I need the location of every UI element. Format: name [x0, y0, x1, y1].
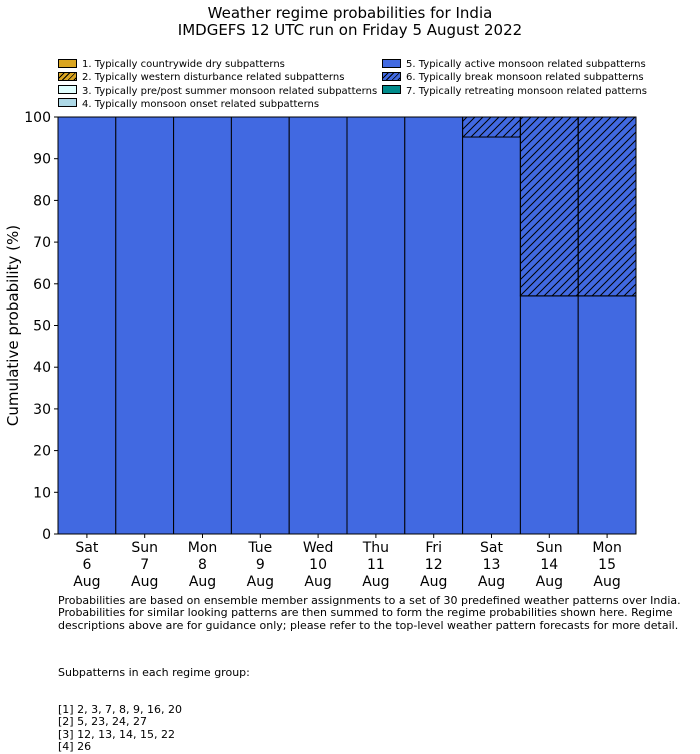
x-tick-label: Fri 12 Aug	[420, 540, 447, 590]
y-tick-label: 90	[33, 152, 51, 168]
y-tick-label: 80	[33, 193, 51, 209]
y-tick-label: 50	[33, 319, 51, 335]
legend-swatch	[58, 71, 77, 81]
legend-item: 3. Typically pre/post summer monsoon rel…	[58, 85, 377, 98]
bar-hatch	[519, 116, 579, 297]
y-tick-label: 100	[24, 110, 51, 126]
y-tick-label: 30	[33, 402, 51, 418]
x-tick-label: Wed 10 Aug	[303, 540, 334, 590]
x-tick-label: Mon 8 Aug	[188, 540, 218, 590]
subpattern-item: [4] 26	[58, 740, 92, 754]
x-tick-label: Sun 7 Aug	[131, 540, 158, 590]
y-tick-label: 70	[33, 235, 51, 251]
bar-hatch	[577, 116, 637, 297]
legend-label: 1. Typically countrywide dry subpatterns	[82, 59, 285, 70]
y-axis-label: Cumulative probability (%)	[4, 225, 22, 426]
legend-item: 1. Typically countrywide dry subpatterns	[58, 58, 285, 71]
footnote: Probabilities are based on ensemble memb…	[58, 594, 681, 632]
legend-swatch	[58, 98, 77, 108]
legend-item: 7. Typically retreating monsoon related …	[382, 85, 647, 98]
subpatterns-heading: Subpatterns in each regime group:	[58, 665, 250, 679]
legend-swatch	[382, 71, 401, 81]
legend-label: 4. Typically monsoon onset related subpa…	[82, 98, 320, 110]
x-tick-label: Sun 14 Aug	[536, 540, 563, 590]
x-tick-label: Mon 15 Aug	[592, 540, 622, 590]
y-tick-label: 60	[33, 277, 51, 293]
legend-item: 6. Typically break monsoon related subpa…	[382, 71, 644, 84]
bar-segment	[57, 116, 117, 535]
chart-title: Weather regime probabilities for India	[207, 4, 493, 22]
bar-segment	[288, 116, 348, 535]
y-tick-label: 40	[33, 360, 51, 376]
legend-item: 2. Typically western disturbance related…	[58, 71, 344, 84]
legend-swatch	[382, 85, 401, 95]
bar-segment	[230, 116, 290, 535]
legend-item: 5. Typically active monsoon related subp…	[382, 58, 646, 71]
legend-label: 2. Typically western disturbance related…	[82, 72, 345, 84]
legend-label: 3. Typically pre/post summer monsoon rel…	[82, 85, 378, 97]
bar-segment	[346, 116, 406, 535]
subpatterns-list: Subpatterns in each regime group: [1] 2,…	[58, 642, 250, 754]
legend-swatch	[382, 58, 401, 68]
bar-segment	[462, 136, 521, 535]
legend-swatch	[58, 58, 77, 68]
y-tick-label: 0	[42, 527, 51, 543]
bar-hatch	[462, 116, 521, 138]
bar-segment	[519, 295, 579, 535]
bar-segment	[577, 295, 637, 535]
legend-swatch	[58, 85, 77, 95]
subpattern-item: [2] 5, 23, 24, 27	[58, 715, 148, 729]
subpattern-item: [1] 2, 3, 7, 8, 9, 16, 20	[58, 703, 183, 717]
legend-label: 5. Typically active monsoon related subp…	[406, 59, 646, 70]
x-tick-label: Sat 6 Aug	[73, 540, 100, 590]
legend-label: 7. Typically retreating monsoon related …	[406, 85, 647, 97]
bar-segment	[173, 116, 232, 535]
y-tick-label: 10	[33, 485, 51, 501]
bar-segment	[404, 116, 464, 535]
x-tick-label: Sat 13 Aug	[478, 540, 505, 590]
chart-subtitle: IMDGEFS 12 UTC run on Friday 5 August 20…	[177, 21, 523, 39]
x-tick-label: Tue 9 Aug	[247, 540, 274, 590]
x-tick-label: Thu 11 Aug	[362, 540, 390, 590]
legend-label: 6. Typically break monsoon related subpa…	[406, 72, 644, 84]
chart-area: Sat 6 Aug Sun 7 Aug Mon 8 Aug Tue 9 Aug Wed 10 Aug Thu 1…	[4, 110, 637, 590]
subpattern-item: [3] 12, 13, 14, 15, 22	[58, 727, 176, 741]
bar-segment	[115, 116, 175, 535]
legend-item: 4. Typically monsoon onset related subpa…	[58, 98, 319, 111]
y-tick-label: 20	[33, 444, 51, 460]
